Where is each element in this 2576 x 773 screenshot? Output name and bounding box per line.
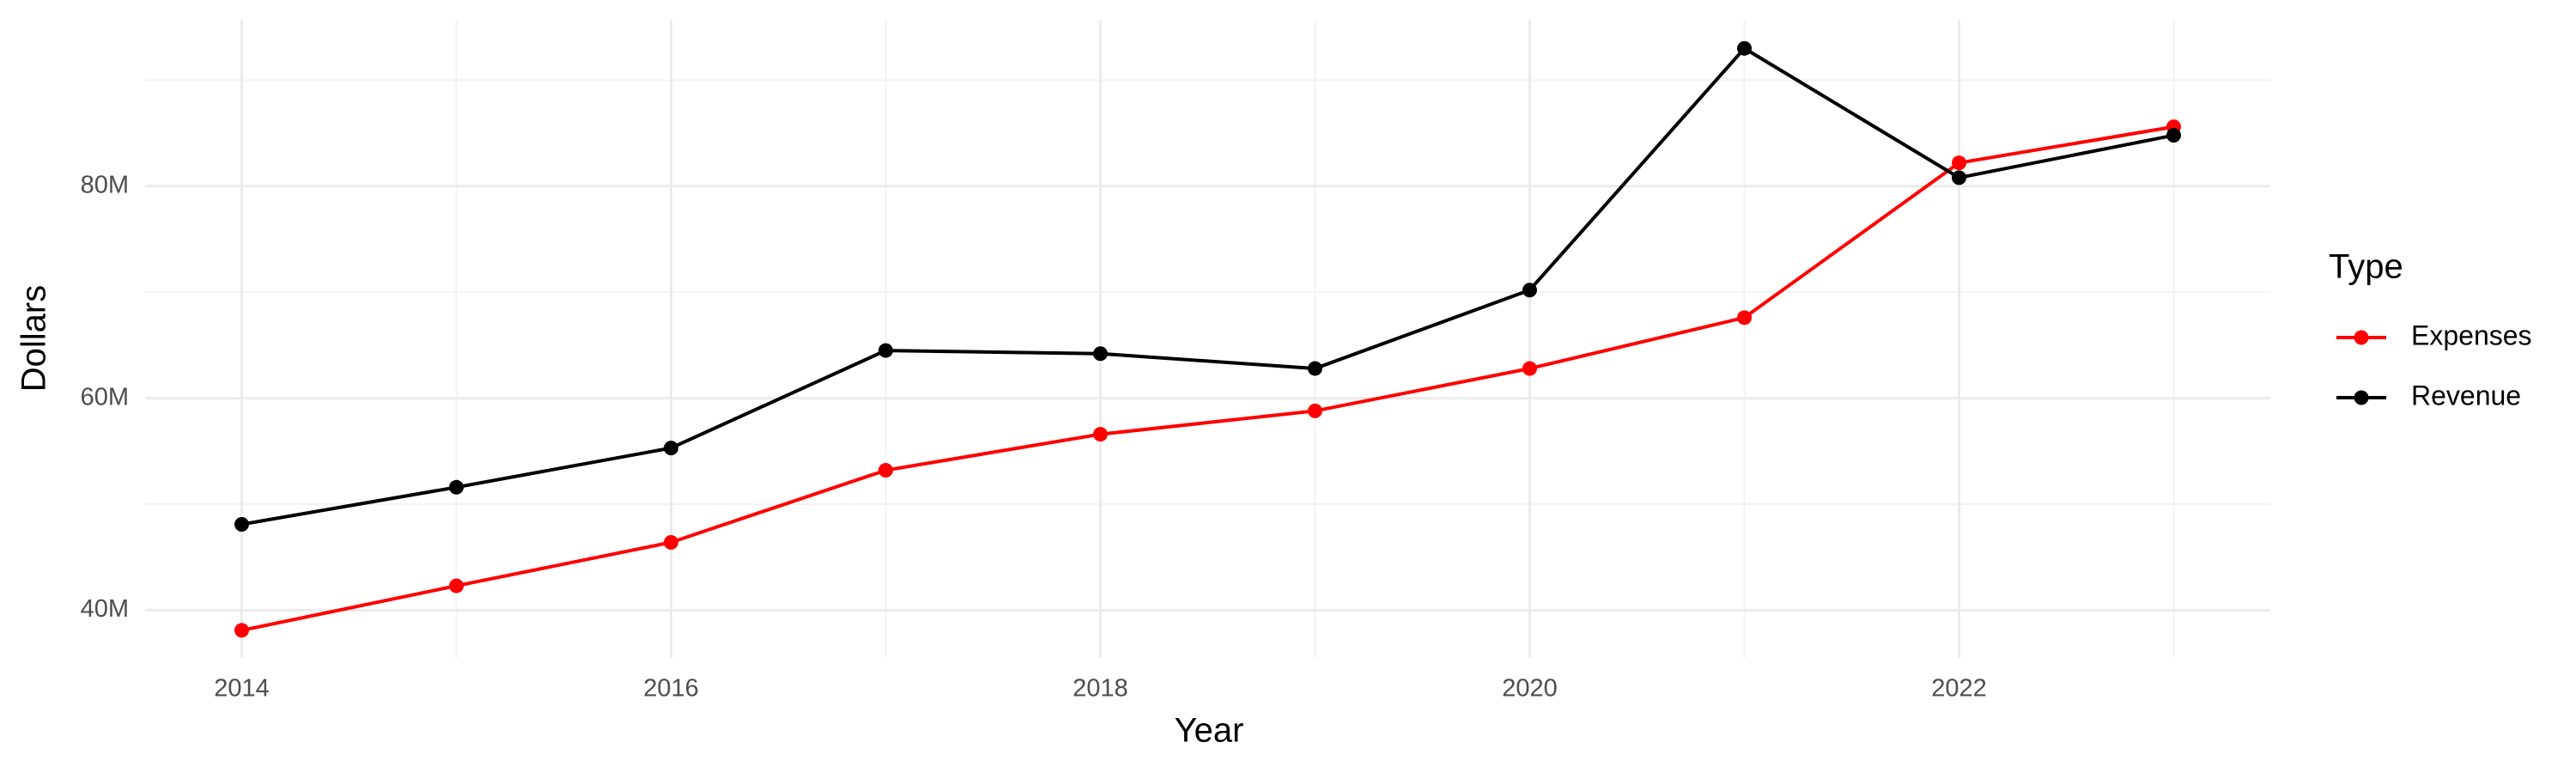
x-tick-label: 2020 bbox=[1502, 675, 1558, 703]
legend-title: Type bbox=[2329, 248, 2403, 286]
data-point bbox=[1093, 427, 1108, 442]
series-line bbox=[241, 125, 2174, 632]
data-point bbox=[1952, 170, 1966, 186]
legend-label: Revenue bbox=[2411, 380, 2521, 411]
legend-key-point bbox=[2354, 330, 2369, 345]
data-point bbox=[1952, 155, 1966, 171]
data-point bbox=[234, 516, 249, 532]
data-point bbox=[878, 343, 893, 358]
data-point bbox=[234, 623, 249, 638]
data-point bbox=[1308, 403, 1322, 418]
data-point bbox=[1737, 40, 1752, 56]
plot-area bbox=[234, 40, 2181, 638]
data-point bbox=[664, 534, 678, 550]
data-point bbox=[449, 578, 464, 593]
x-axis-title: Year bbox=[1175, 712, 1244, 750]
y-tick-label: 40M bbox=[81, 595, 129, 623]
data-point bbox=[2166, 128, 2181, 143]
data-point bbox=[1522, 283, 1537, 298]
x-tick-label: 2014 bbox=[214, 675, 270, 703]
data-point bbox=[1093, 346, 1108, 362]
y-axis-title: Dollars bbox=[15, 285, 53, 392]
x-tick-label: 2018 bbox=[1072, 675, 1128, 703]
x-tick-label: 2016 bbox=[643, 675, 699, 703]
data-point bbox=[1737, 310, 1752, 326]
y-tick-label: 80M bbox=[81, 171, 129, 198]
x-tick-label: 2022 bbox=[1931, 675, 1987, 703]
legend-key-point bbox=[2354, 390, 2369, 405]
data-point bbox=[1522, 361, 1537, 376]
series-line bbox=[241, 46, 2174, 526]
legend: Expenses Revenue bbox=[2336, 320, 2532, 411]
data-point bbox=[1308, 361, 1322, 376]
grid bbox=[145, 20, 2270, 658]
data-point bbox=[449, 479, 464, 495]
data-point bbox=[664, 441, 678, 456]
y-tick-label: 60M bbox=[81, 383, 129, 411]
data-point bbox=[878, 463, 893, 478]
legend-label: Expenses bbox=[2411, 320, 2532, 350]
